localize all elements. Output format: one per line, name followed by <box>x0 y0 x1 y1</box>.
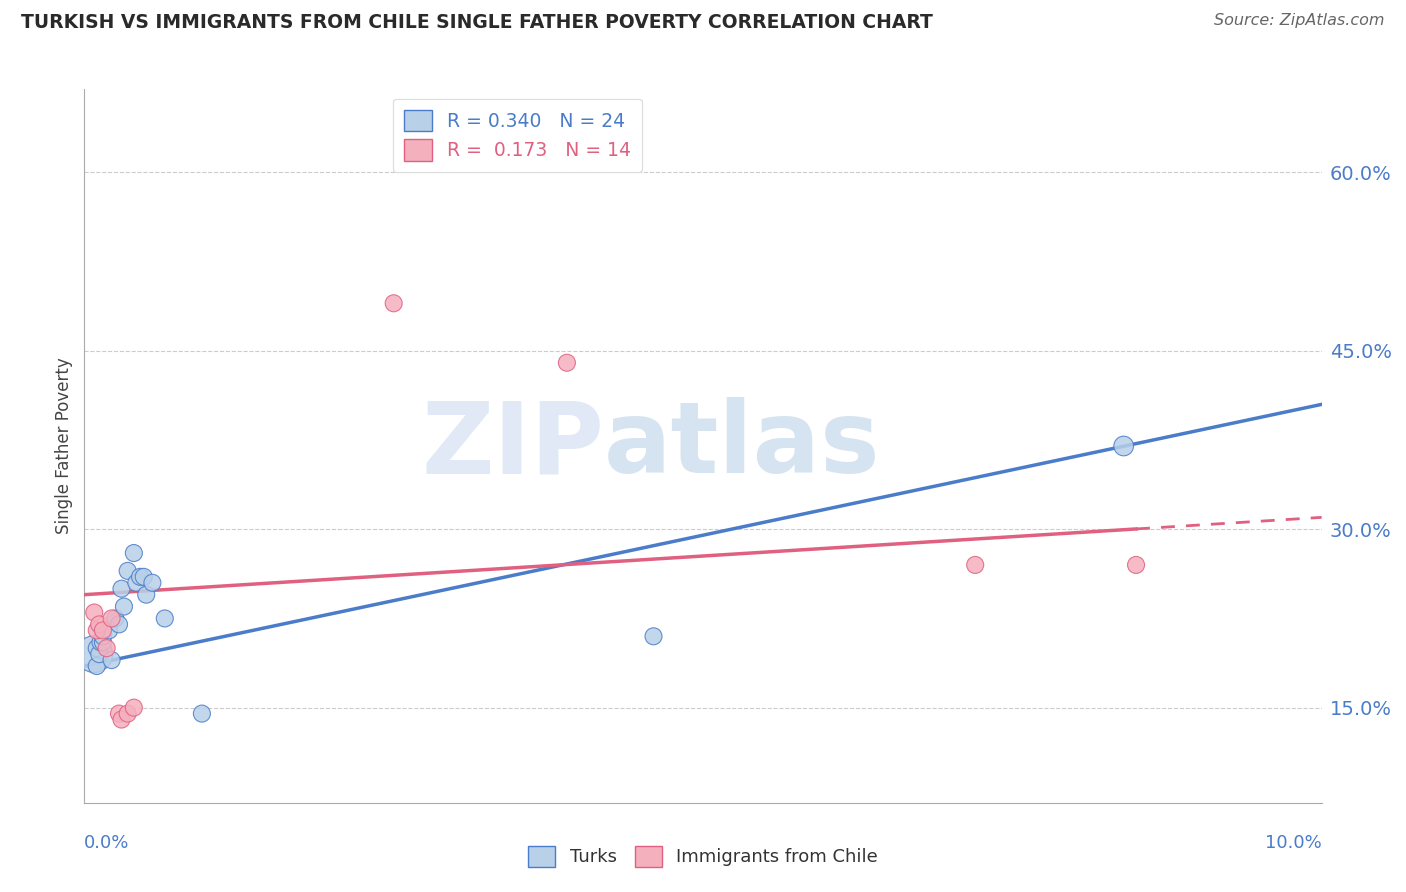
Point <box>112 599 135 614</box>
Point <box>86 624 108 638</box>
Point <box>191 706 214 721</box>
Point <box>89 635 111 649</box>
Point <box>96 641 118 656</box>
Point <box>135 588 157 602</box>
Point <box>117 564 139 578</box>
Point <box>86 641 108 656</box>
Point <box>91 629 114 643</box>
Text: atlas: atlas <box>605 398 880 494</box>
Point <box>110 713 132 727</box>
Point <box>1125 558 1147 572</box>
Point <box>100 653 122 667</box>
Point <box>965 558 987 572</box>
Point <box>110 582 132 596</box>
Point <box>555 356 578 370</box>
Point <box>83 647 105 661</box>
Point <box>153 611 176 625</box>
Text: TURKISH VS IMMIGRANTS FROM CHILE SINGLE FATHER POVERTY CORRELATION CHART: TURKISH VS IMMIGRANTS FROM CHILE SINGLE … <box>21 13 934 32</box>
Text: ZIP: ZIP <box>422 398 605 494</box>
Point <box>382 296 405 310</box>
Point <box>86 659 108 673</box>
Legend: R = 0.340   N = 24, R =  0.173   N = 14: R = 0.340 N = 24, R = 0.173 N = 14 <box>392 99 643 172</box>
Y-axis label: Single Father Poverty: Single Father Poverty <box>55 358 73 534</box>
Point <box>89 617 111 632</box>
Point <box>104 611 127 625</box>
Point <box>122 546 145 560</box>
Point <box>117 706 139 721</box>
Point <box>125 575 148 590</box>
Point <box>89 647 111 661</box>
Point <box>108 617 131 632</box>
Point <box>100 611 122 625</box>
Point <box>108 706 131 721</box>
Point <box>129 570 152 584</box>
Point <box>83 606 105 620</box>
Point <box>132 570 155 584</box>
Point <box>91 635 114 649</box>
Point <box>643 629 665 643</box>
Text: 0.0%: 0.0% <box>84 834 129 852</box>
Text: Source: ZipAtlas.com: Source: ZipAtlas.com <box>1215 13 1385 29</box>
Point <box>98 624 121 638</box>
Point <box>91 624 114 638</box>
Text: 10.0%: 10.0% <box>1265 834 1322 852</box>
Legend: Turks, Immigrants from Chile: Turks, Immigrants from Chile <box>520 838 886 874</box>
Point <box>141 575 163 590</box>
Point <box>122 700 145 714</box>
Point <box>1112 439 1135 453</box>
